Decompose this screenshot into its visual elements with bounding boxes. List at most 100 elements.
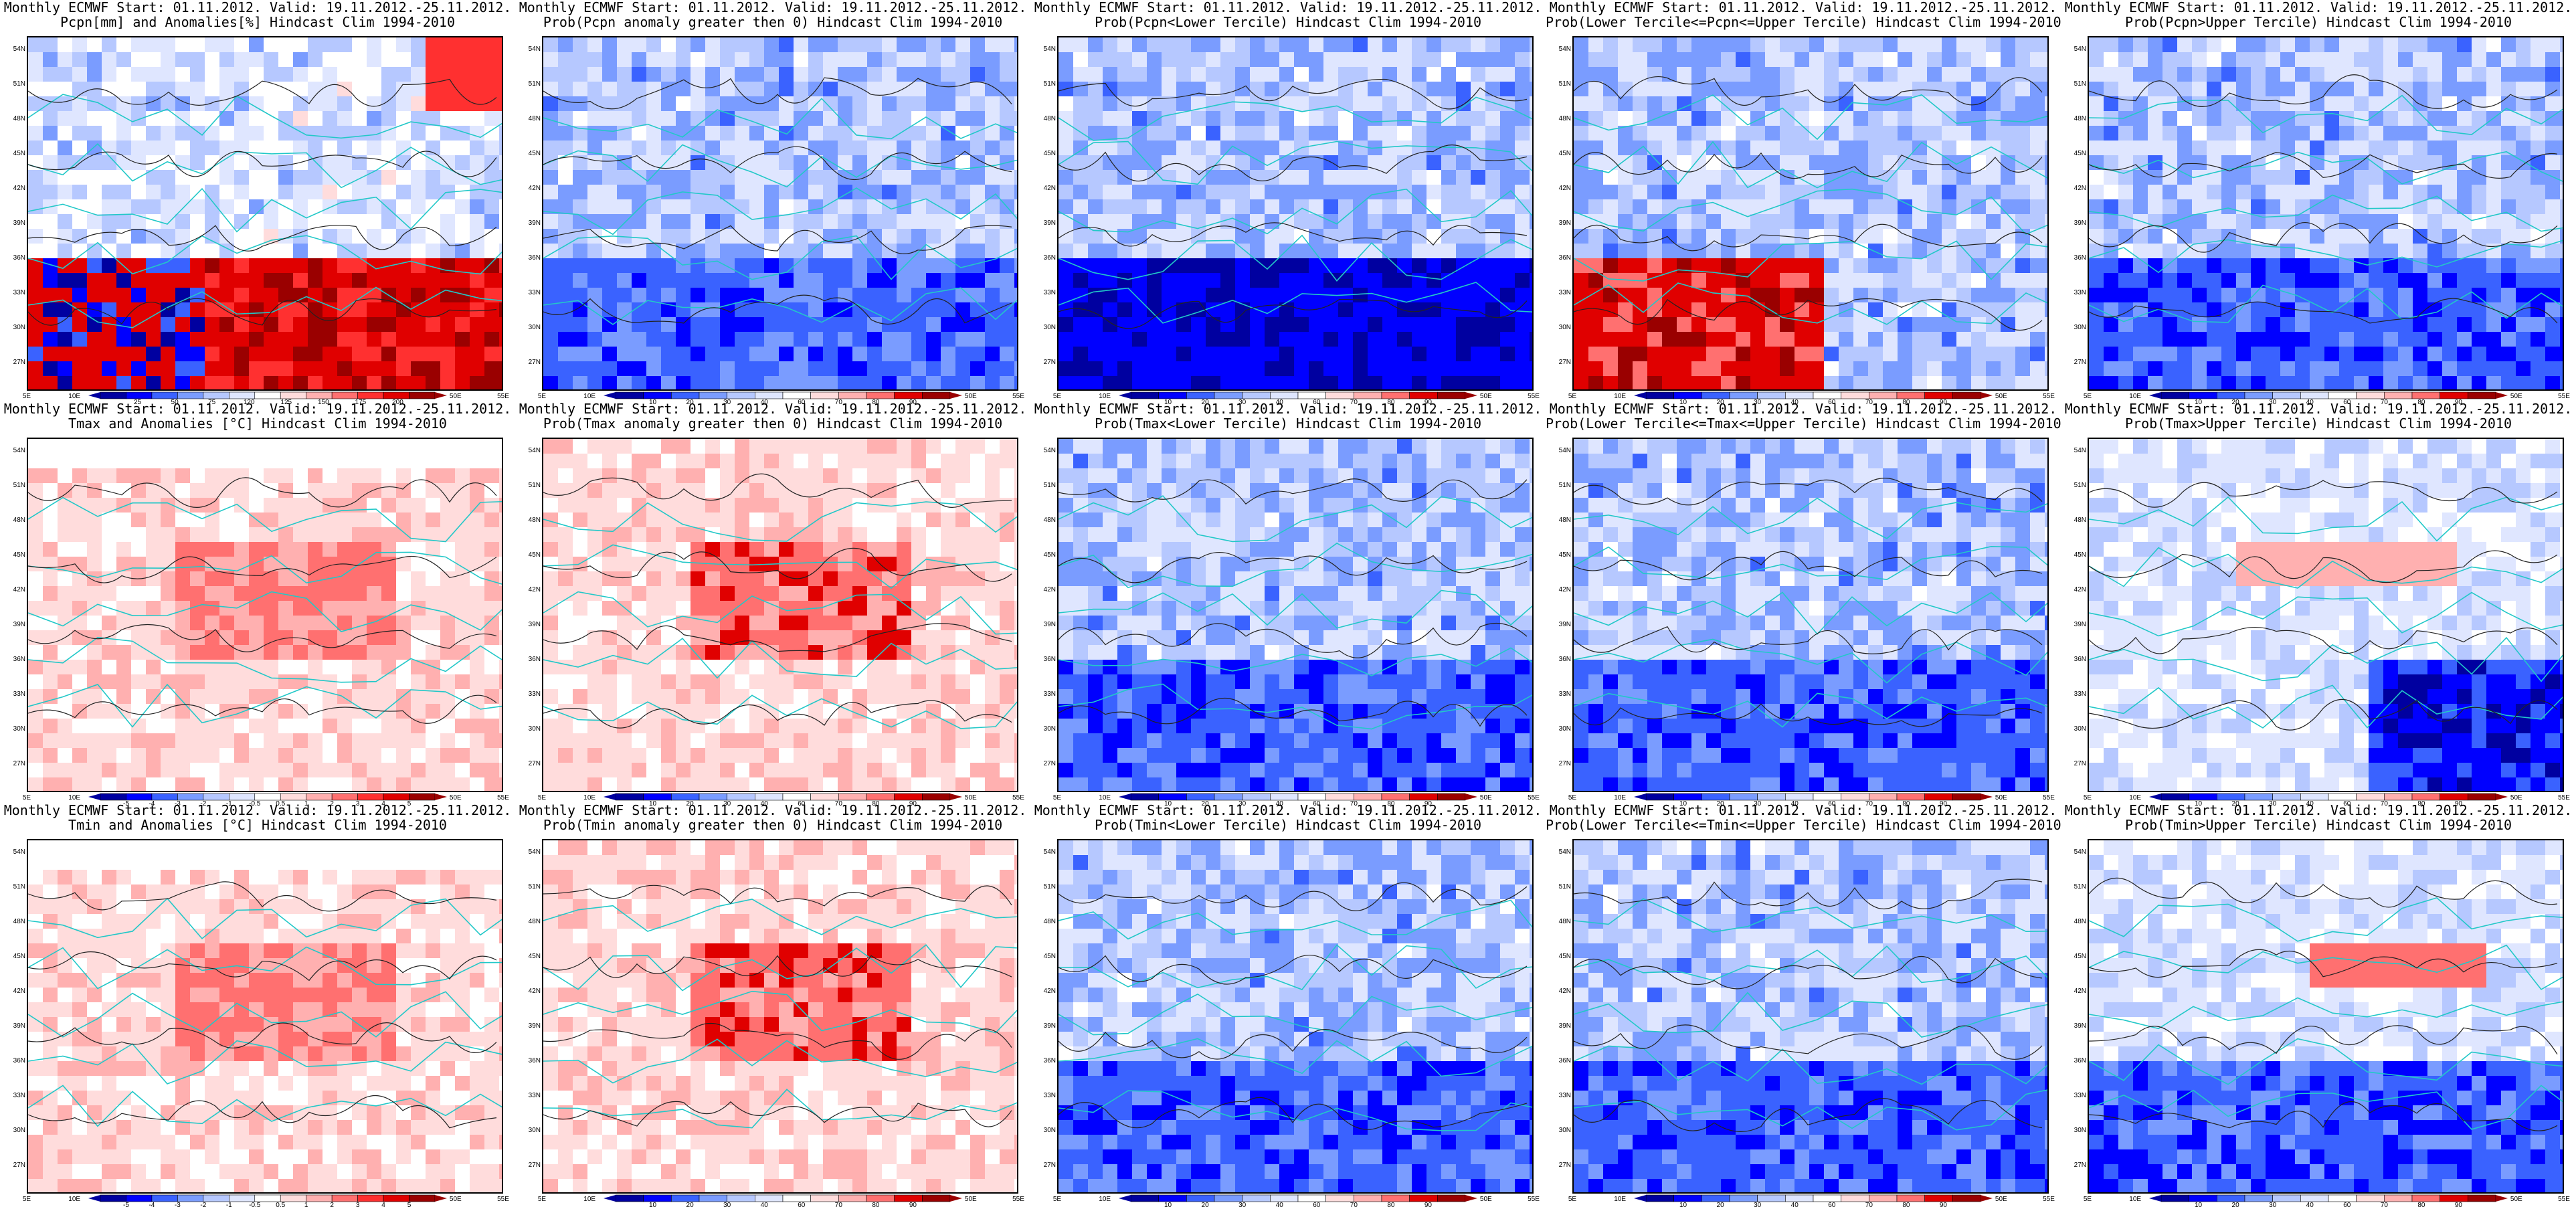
field-cell xyxy=(484,601,500,616)
field-cell xyxy=(1191,52,1206,68)
field-cell xyxy=(1530,199,1532,215)
field-cell xyxy=(955,302,971,318)
field-cell xyxy=(337,361,353,377)
field-cell xyxy=(264,542,279,557)
field-cell xyxy=(278,244,294,259)
field-cell xyxy=(1912,317,1928,333)
field-cell xyxy=(1250,126,1265,141)
field-cell xyxy=(323,689,338,705)
field-cell xyxy=(1294,376,1309,389)
lat-label: 39N xyxy=(528,219,541,227)
field-cell xyxy=(735,273,750,288)
field-cell xyxy=(396,302,411,318)
field-cell xyxy=(2251,52,2266,68)
field-cell xyxy=(1530,302,1532,318)
field-cell xyxy=(661,332,676,347)
field-cell xyxy=(1441,37,1457,53)
field-cell xyxy=(1471,244,1486,259)
colorbar-label: 20 xyxy=(686,399,694,406)
field-cell xyxy=(2545,155,2561,171)
field-cell xyxy=(2442,37,2458,53)
field-cell xyxy=(28,82,43,97)
field-cell xyxy=(1073,317,1089,333)
field-cell xyxy=(190,498,205,513)
field-cell xyxy=(205,527,220,543)
colorbar-label: 40 xyxy=(1790,399,1799,406)
field-cell xyxy=(337,111,353,126)
field-cell xyxy=(779,288,794,303)
field-cell xyxy=(1368,52,1383,68)
field-cell xyxy=(2324,244,2340,259)
field-cell xyxy=(1176,96,1192,112)
field-cell xyxy=(985,141,1000,156)
colorbar-high-arrow xyxy=(1465,392,1477,399)
field-cell xyxy=(2192,302,2207,318)
field-cell xyxy=(1176,37,1192,53)
field-cell xyxy=(705,126,721,141)
field-cell xyxy=(102,748,117,763)
field-cell xyxy=(205,616,220,631)
field-cell xyxy=(2192,361,2207,377)
field-cell xyxy=(205,244,220,259)
field-cell xyxy=(1073,302,1089,318)
field-cell xyxy=(838,347,853,362)
field-cell xyxy=(499,273,502,288)
field-cell xyxy=(926,170,941,185)
field-cell xyxy=(58,616,73,631)
field-cell xyxy=(72,527,88,543)
field-cell xyxy=(1235,126,1251,141)
field-cell xyxy=(852,52,868,68)
field-cell xyxy=(1971,214,1987,229)
field-cell xyxy=(1736,214,1751,229)
field-cell xyxy=(1162,332,1177,347)
field-cell xyxy=(926,376,941,389)
field-cell xyxy=(234,185,250,200)
field-cell xyxy=(1677,376,1692,389)
field-cell xyxy=(499,571,502,587)
field-cell xyxy=(2531,199,2546,215)
lat-label: 39N xyxy=(1043,219,1056,227)
field-cell xyxy=(1736,37,1751,53)
field-cell xyxy=(1971,273,1987,288)
field-cell xyxy=(146,454,161,469)
field-cell xyxy=(1780,214,1795,229)
field-cell xyxy=(175,332,191,347)
field-cell xyxy=(2545,347,2561,362)
field-cell xyxy=(116,733,132,749)
field-cell xyxy=(2089,273,2104,288)
field-cell xyxy=(2148,317,2163,333)
field-cell xyxy=(1412,273,1427,288)
field-cell xyxy=(764,155,779,171)
field-cell xyxy=(1059,302,1074,318)
field-cell xyxy=(131,288,147,303)
field-cell xyxy=(1853,376,1869,389)
field-cell xyxy=(2236,361,2251,377)
field-cell xyxy=(646,288,662,303)
field-cell xyxy=(1927,37,1942,53)
field-cell xyxy=(2413,111,2428,126)
field-cell xyxy=(1927,126,1942,141)
field-cell xyxy=(1809,37,1825,53)
field-cell xyxy=(897,96,912,112)
field-cell xyxy=(2324,288,2340,303)
field-cell xyxy=(543,317,559,333)
field-cell xyxy=(2133,229,2148,244)
panel-title: Monthly ECMWF Start: 01.11.2012. Valid: … xyxy=(2061,0,2576,29)
field-cell xyxy=(249,630,264,646)
field-cell xyxy=(1147,111,1162,126)
field-cell xyxy=(2236,273,2251,288)
field-cell xyxy=(2163,376,2178,389)
field-cell xyxy=(1736,111,1751,126)
field-cell xyxy=(161,82,176,97)
field-cell xyxy=(131,704,147,719)
field-cell xyxy=(2310,244,2325,259)
field-cell xyxy=(2531,52,2546,68)
field-cell xyxy=(1898,288,1913,303)
field-cell xyxy=(264,704,279,719)
field-cell xyxy=(2310,111,2325,126)
field-cell xyxy=(234,155,250,171)
field-cell xyxy=(1736,332,1751,347)
field-cell xyxy=(337,454,353,469)
colorbar-swatch xyxy=(357,391,384,399)
field-cell xyxy=(499,616,502,631)
